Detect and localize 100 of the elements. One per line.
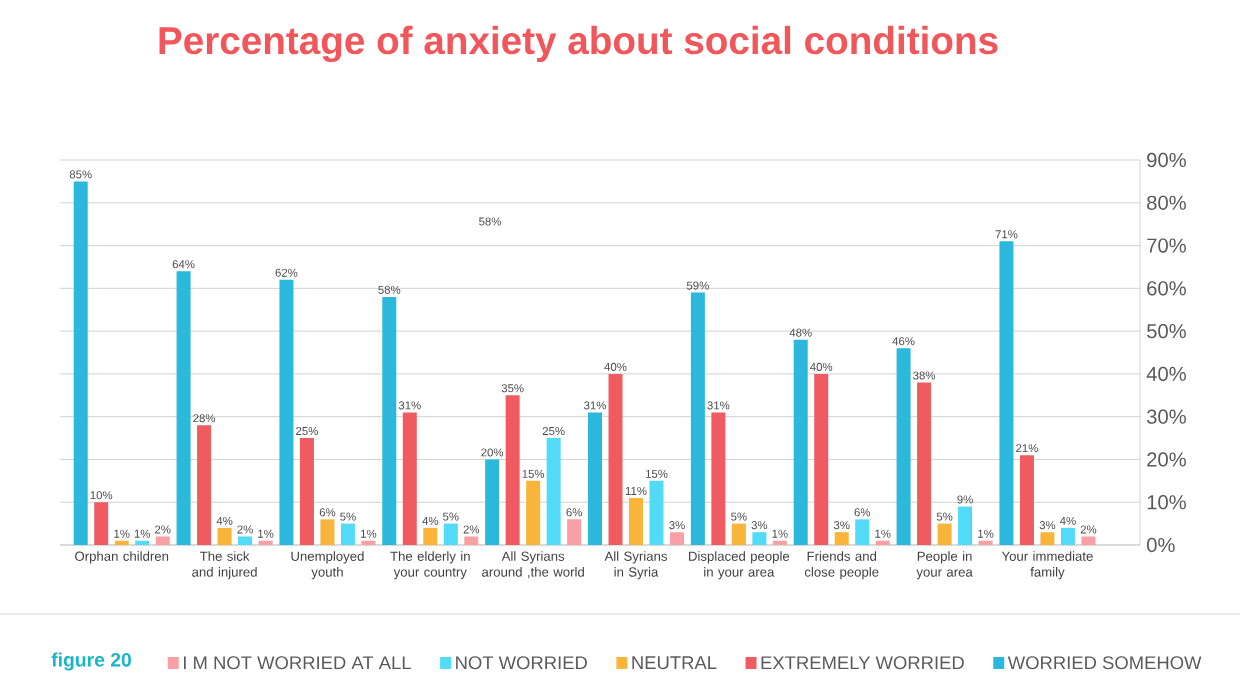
data-label: 64%: [172, 260, 195, 269]
bar: [217, 527, 232, 545]
data-label: 31%: [707, 401, 730, 410]
bar: [896, 348, 911, 545]
bar: [999, 241, 1014, 545]
bar: [670, 532, 685, 545]
bar: [155, 536, 170, 545]
x-tick-label: All Syrians around ,the world: [482, 551, 584, 579]
bar: [546, 438, 561, 545]
bar: [197, 425, 212, 545]
bar: [958, 506, 973, 545]
bar: [834, 532, 849, 545]
bar: [423, 527, 438, 545]
data-label: 40%: [604, 362, 627, 371]
bar: [649, 480, 664, 545]
chart-title: Percentage of anxiety about social conditions: [159, 25, 998, 63]
data-label: 9%: [957, 495, 973, 504]
y-tick-label: 50%: [1147, 323, 1186, 339]
bar: [361, 540, 376, 545]
data-label: 3%: [669, 521, 685, 530]
bar: [690, 292, 705, 545]
bar: [567, 519, 582, 545]
data-label: 1%: [114, 529, 130, 538]
data-label: 1%: [875, 529, 891, 538]
bar: [73, 181, 88, 545]
data-label: 2%: [463, 525, 480, 534]
bar: [258, 540, 273, 545]
bar: [1060, 527, 1075, 545]
data-label: 85%: [69, 170, 92, 179]
bar: [752, 532, 767, 545]
bar: [772, 540, 787, 545]
data-label: 6%: [854, 508, 871, 517]
bar: [608, 373, 623, 545]
bar: [505, 395, 520, 545]
x-tick-label: All Syrians in Syria: [604, 551, 668, 580]
caption: figure 20: [51, 652, 131, 671]
bar: [94, 502, 109, 545]
data-label: 2%: [1080, 525, 1097, 534]
data-label: 38%: [913, 371, 936, 380]
bar: [1019, 455, 1034, 545]
legend-label: EXTREMELY WORRIED: [761, 656, 964, 670]
data-label: 11%: [625, 486, 647, 495]
x-tick-label: The elderly in your country: [390, 551, 470, 580]
y-tick-label: 20%: [1147, 452, 1186, 467]
y-tick-label: 40%: [1146, 366, 1186, 382]
data-label: 3%: [1039, 521, 1056, 530]
x-tick-label: Orphan children: [75, 551, 169, 564]
bar: [114, 540, 129, 545]
data-label: 31%: [584, 401, 607, 410]
bar: [238, 536, 253, 545]
legend-label: WORRIED SOMEHOW: [1007, 656, 1202, 670]
y-tick-label: 90%: [1147, 152, 1186, 168]
bar: [978, 540, 993, 545]
data-label: 58%: [378, 285, 401, 294]
data-label: 15%: [522, 469, 545, 478]
data-label: 25%: [542, 426, 565, 436]
bar: [279, 279, 294, 545]
data-label: 2%: [237, 525, 253, 534]
bar: [485, 459, 500, 545]
data-label: 10%: [90, 491, 113, 500]
data-label: 3%: [751, 521, 768, 530]
bar: [382, 296, 397, 545]
y-tick-label: 60%: [1147, 281, 1186, 296]
data-label: 21%: [1016, 444, 1038, 453]
annotation: 58%: [479, 217, 502, 226]
data-label: 62%: [275, 268, 298, 277]
data-label: 3%: [833, 521, 850, 530]
x-tick-label: Friends and close people: [804, 551, 879, 580]
legend-label: NOT WORRIED: [456, 656, 587, 670]
data-label: 71%: [995, 230, 1018, 239]
data-label: 1%: [258, 529, 274, 538]
bar: [299, 438, 314, 545]
y-tick-label: 70%: [1147, 238, 1186, 253]
data-label: 2%: [155, 525, 171, 534]
legend-label: I M NOT WORRIED AT ALL: [184, 656, 411, 670]
data-label: 31%: [398, 401, 421, 410]
bar: [793, 339, 808, 545]
data-label: 1%: [361, 529, 377, 538]
bar: [629, 497, 644, 545]
bar: [711, 412, 726, 545]
data-label: 59%: [686, 281, 709, 290]
bar: [176, 271, 191, 545]
data-label: 1%: [134, 529, 151, 538]
y-tick-label: 80%: [1147, 195, 1186, 210]
data-label: 5%: [731, 512, 747, 521]
y-tick-label: 0%: [1147, 537, 1175, 553]
data-label: 48%: [789, 328, 812, 337]
bar: [917, 382, 932, 545]
data-label: 5%: [340, 512, 356, 521]
bar: [320, 519, 335, 545]
data-label: 25%: [296, 426, 318, 436]
bar: [875, 540, 890, 545]
x-tick-label: Your immediate family: [1001, 551, 1093, 580]
bar: [855, 519, 870, 545]
data-label: 1%: [772, 529, 788, 538]
data-label: 15%: [645, 469, 668, 478]
data-label: 46%: [892, 337, 915, 346]
data-label: 6%: [566, 508, 582, 517]
bar: [731, 523, 746, 545]
bar: [588, 412, 602, 545]
